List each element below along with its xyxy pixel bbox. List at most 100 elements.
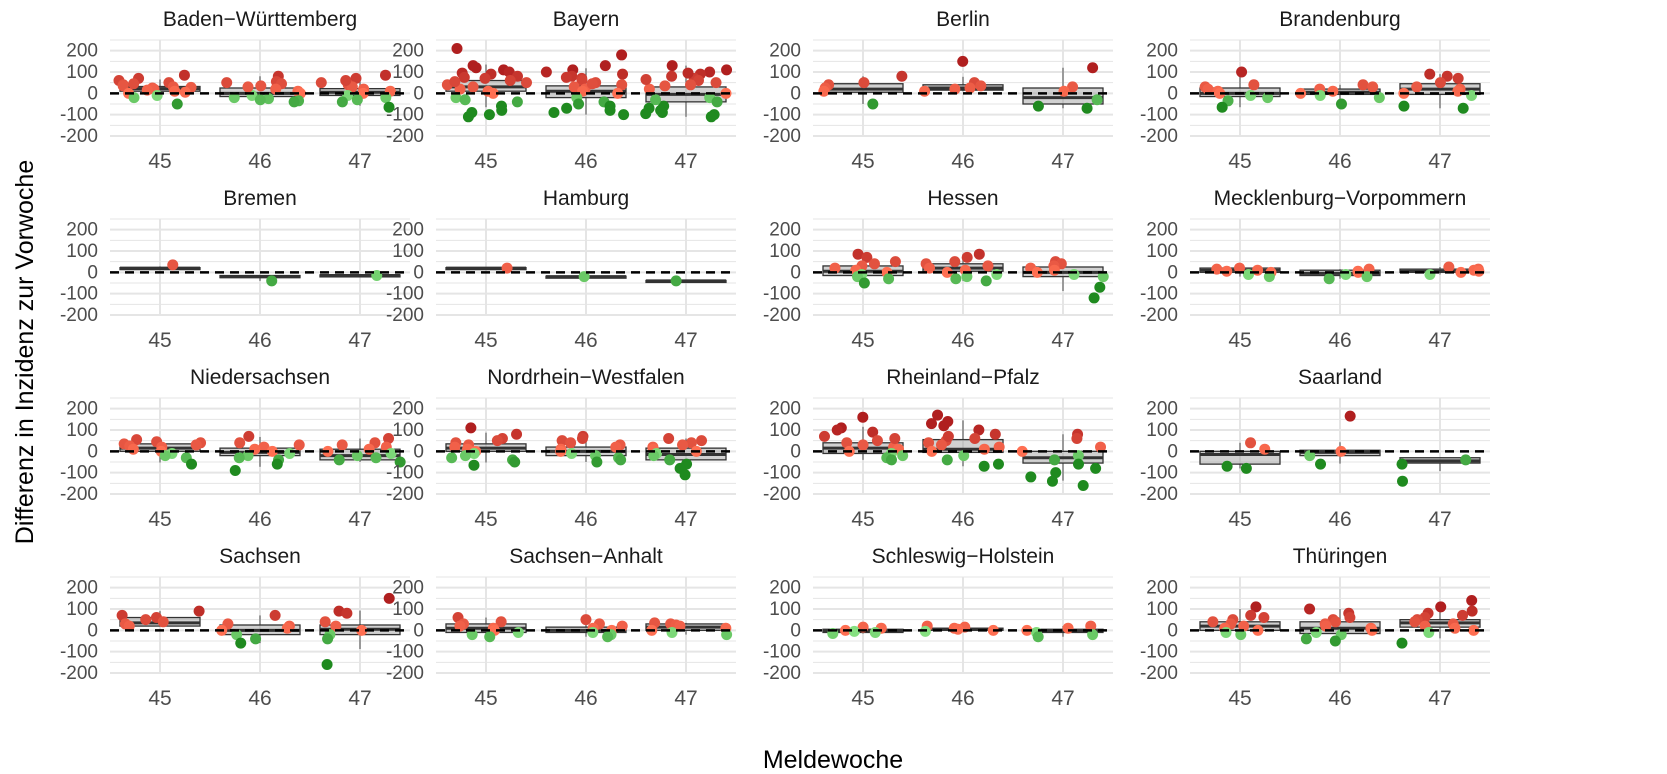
data-point: [487, 87, 499, 99]
y-tick-label: 200: [1146, 399, 1178, 420]
data-point: [586, 78, 598, 90]
data-point: [924, 262, 936, 274]
data-point: [889, 433, 901, 445]
data-point: [1068, 268, 1080, 280]
y-tick-label: -100: [763, 284, 801, 305]
y-tick-label: 0: [87, 441, 98, 462]
data-point: [664, 454, 676, 466]
y-tick-label: 0: [87, 620, 98, 641]
data-point: [383, 433, 395, 445]
data-point: [1323, 273, 1335, 285]
data-point: [293, 439, 305, 451]
y-tick-label: 100: [392, 241, 424, 262]
y-tick-label: -200: [1140, 663, 1178, 684]
data-point: [1340, 268, 1352, 280]
data-point: [159, 450, 171, 462]
data-point: [1460, 454, 1472, 466]
data-point: [936, 439, 948, 451]
data-point: [479, 72, 491, 84]
data-point: [587, 626, 599, 638]
data-point: [255, 80, 267, 92]
data-point: [1025, 471, 1037, 483]
data-point: [1062, 622, 1074, 634]
x-tick-label: 46: [248, 329, 271, 352]
data-point: [351, 94, 363, 106]
data-point: [178, 69, 190, 81]
x-tick-label: 47: [348, 329, 371, 352]
y-tick-label: 0: [1167, 262, 1178, 283]
data-point: [578, 271, 590, 283]
data-point: [949, 256, 961, 268]
x-tick-label: 45: [474, 329, 497, 352]
data-point: [128, 92, 140, 104]
y-tick-label: -200: [60, 663, 98, 684]
x-tick-label: 45: [474, 150, 497, 173]
y-tick-label: 200: [392, 399, 424, 420]
data-point: [640, 108, 652, 120]
x-tick-label: 47: [1051, 150, 1074, 173]
data-point: [604, 104, 616, 116]
data-point: [284, 447, 296, 459]
data-point: [458, 71, 470, 83]
data-point: [511, 428, 523, 440]
y-tick-label: 100: [769, 420, 801, 441]
data-point: [548, 107, 560, 119]
data-point: [190, 439, 202, 451]
data-point: [696, 435, 708, 447]
data-point: [288, 96, 300, 108]
data-point: [841, 437, 853, 449]
data-point: [556, 435, 568, 447]
data-point: [1398, 100, 1410, 112]
y-tick-label: 0: [87, 262, 98, 283]
panel-title: Nordrhein−Westfalen: [487, 366, 684, 389]
data-point: [666, 70, 678, 82]
data-point: [1077, 479, 1089, 491]
data-point: [336, 96, 348, 108]
data-point: [566, 447, 578, 459]
data-point: [1304, 450, 1316, 462]
y-tick-label: -100: [60, 642, 98, 663]
data-point: [356, 624, 368, 636]
data-point: [1329, 635, 1341, 647]
y-tick-label: 200: [769, 220, 801, 241]
data-point: [721, 629, 733, 641]
data-point: [957, 55, 969, 67]
data-point: [685, 79, 697, 91]
data-point: [1263, 271, 1275, 283]
data-point: [1361, 271, 1373, 283]
data-point: [978, 460, 990, 472]
data-point: [193, 605, 205, 617]
x-tick-label: 46: [574, 329, 597, 352]
data-point: [670, 275, 682, 287]
data-point: [1300, 633, 1312, 645]
y-tick-label: 100: [769, 62, 801, 83]
data-point: [868, 258, 880, 270]
data-point: [1095, 441, 1107, 453]
data-point: [234, 437, 246, 449]
data-point: [446, 452, 458, 464]
data-point: [1411, 81, 1423, 93]
data-point: [982, 260, 994, 272]
data-point: [454, 620, 466, 632]
data-point: [1245, 437, 1257, 449]
data-point: [322, 633, 334, 645]
data-point: [228, 92, 240, 104]
data-point: [867, 98, 879, 110]
data-point: [992, 458, 1004, 470]
x-tick-label: 45: [1228, 329, 1251, 352]
data-point: [643, 83, 655, 95]
data-point: [1262, 92, 1274, 104]
x-axis-title: Meldewoche: [763, 746, 903, 774]
y-tick-label: 100: [769, 599, 801, 620]
y-tick-label: 200: [769, 578, 801, 599]
x-tick-label: 46: [951, 150, 974, 173]
data-point: [980, 275, 992, 287]
data-point: [1048, 264, 1060, 276]
y-tick-label: -100: [1140, 284, 1178, 305]
y-tick-label: 200: [769, 399, 801, 420]
data-point: [231, 629, 243, 641]
data-point: [1090, 462, 1102, 474]
